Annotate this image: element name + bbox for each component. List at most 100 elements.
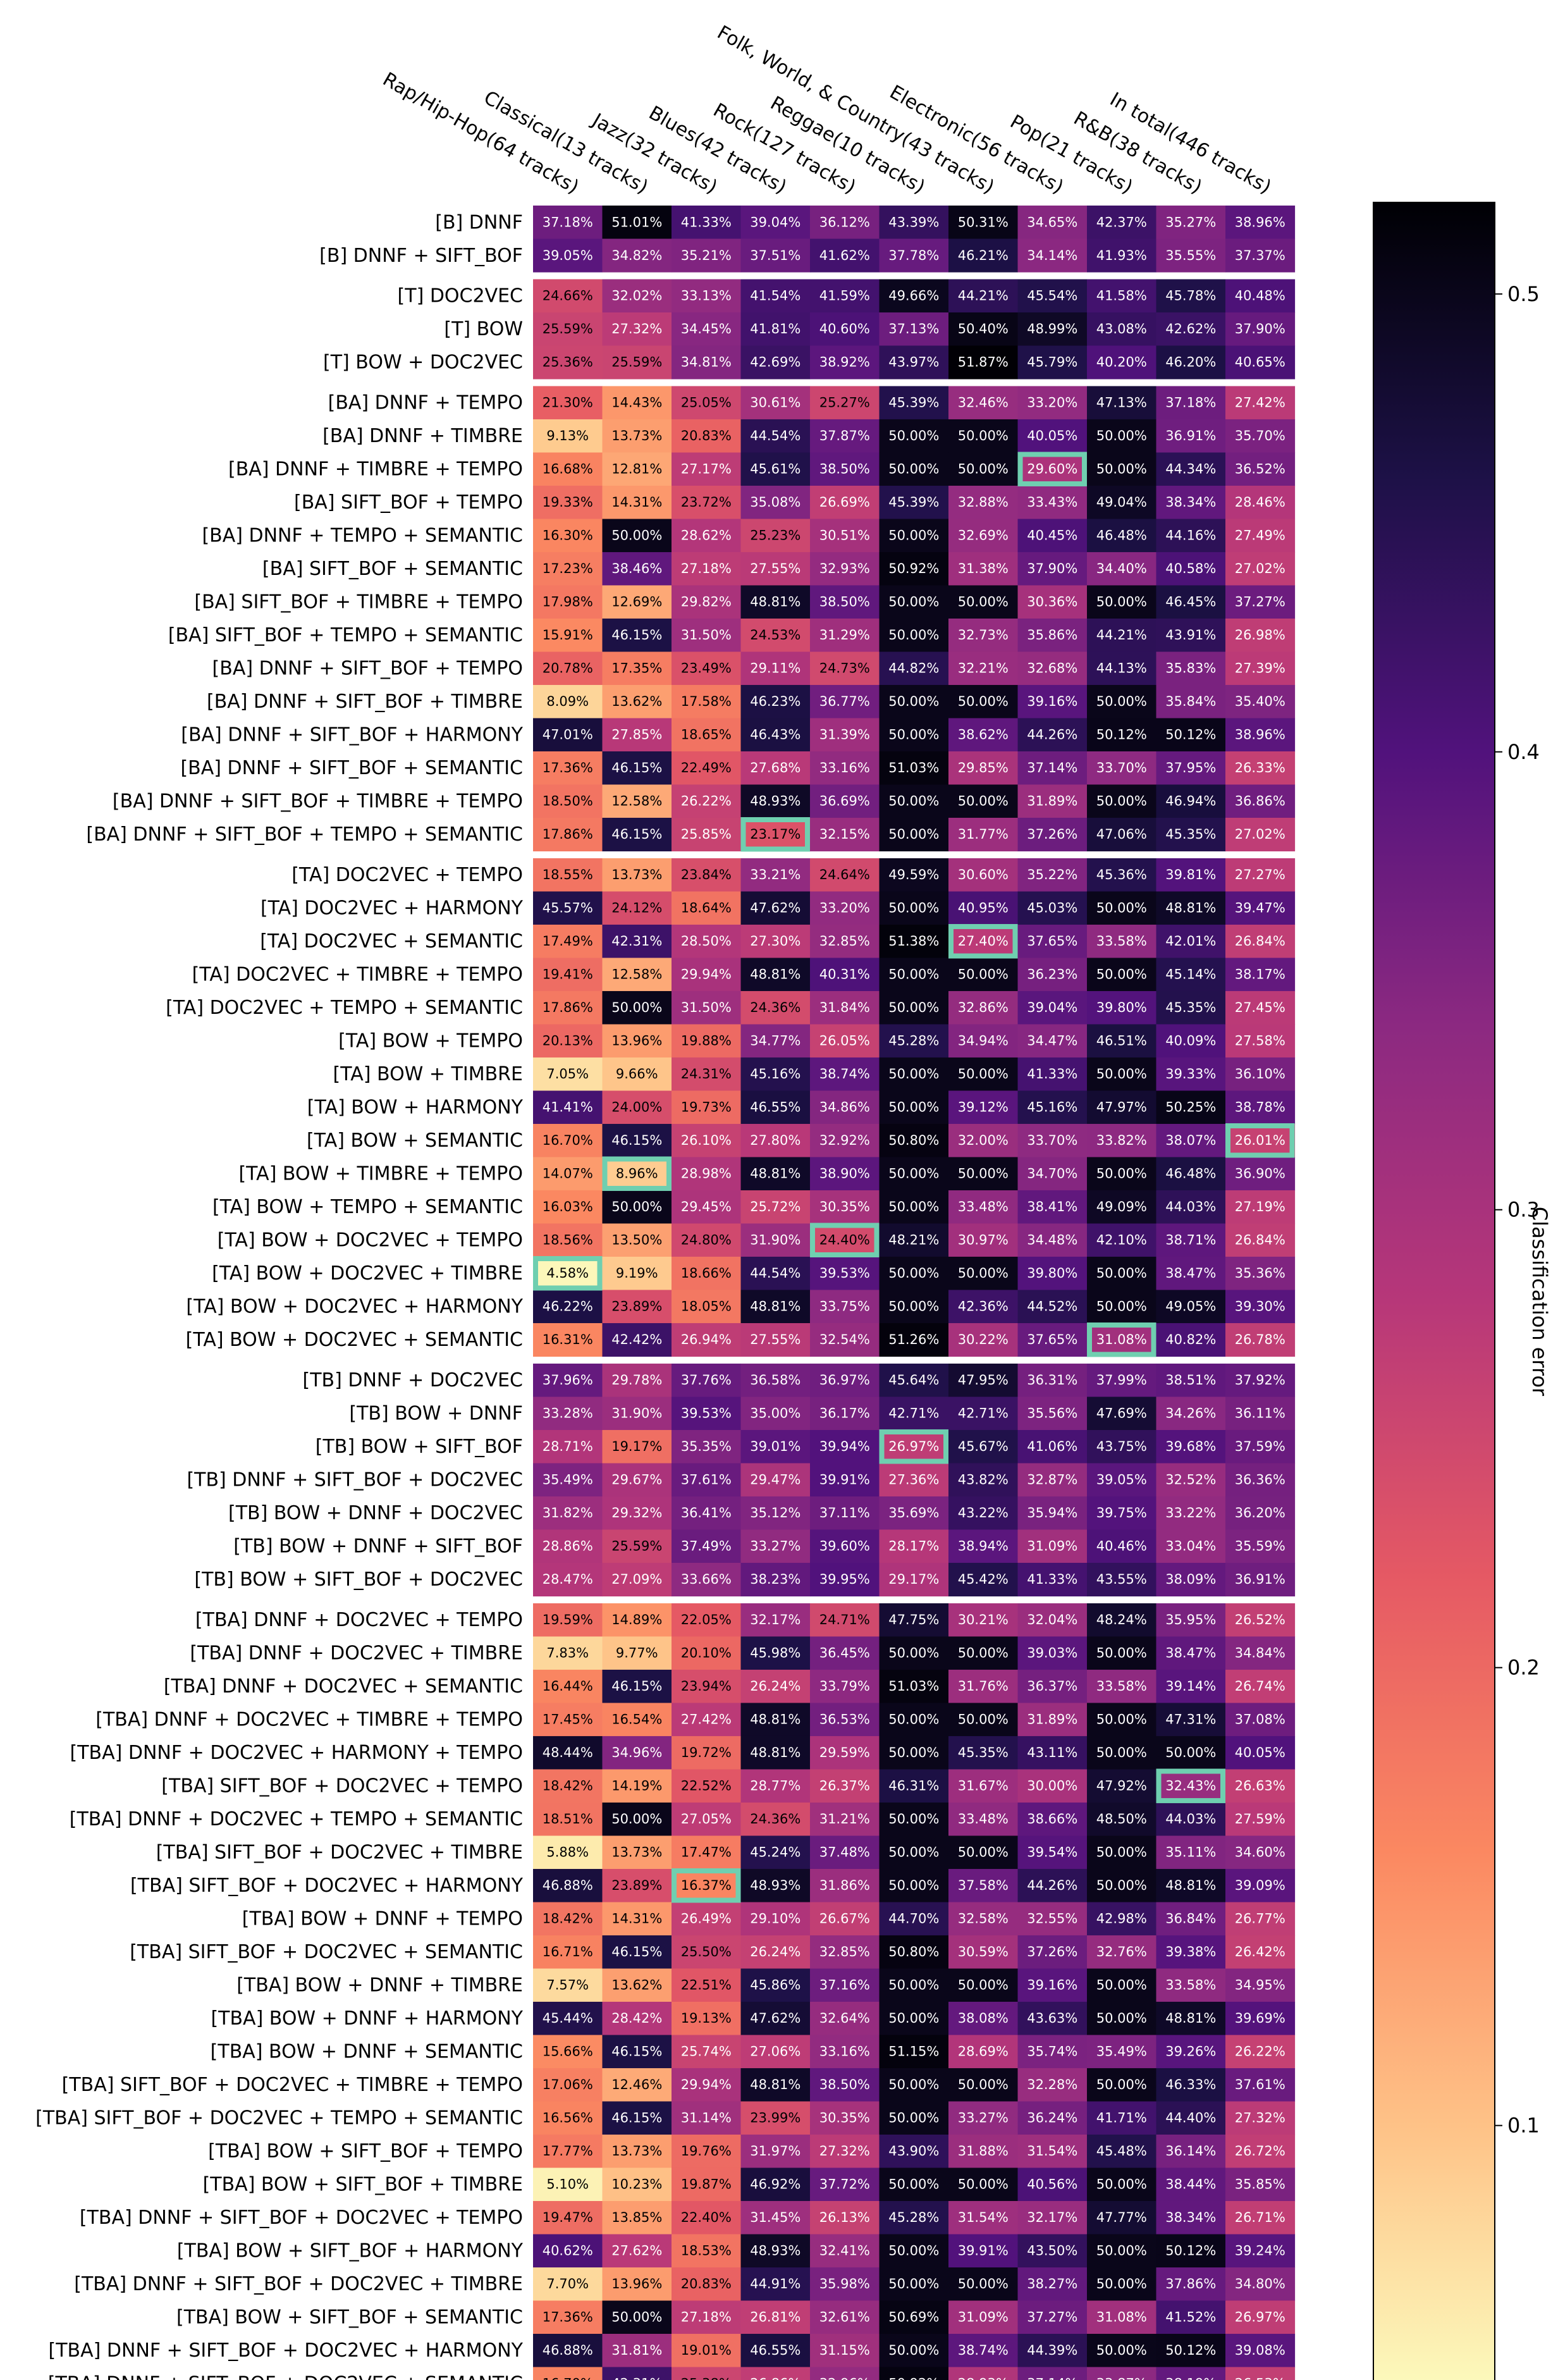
heatmap-cell bbox=[740, 1057, 811, 1092]
cell-value: 46.31% bbox=[888, 1779, 939, 1794]
cell-value: 25.23% bbox=[750, 528, 800, 543]
heatmap-cell bbox=[1225, 1057, 1296, 1092]
cell-value: 16.37% bbox=[681, 1878, 732, 1893]
heatmap-cell bbox=[533, 1429, 603, 1464]
heatmap-cell bbox=[879, 485, 949, 520]
cell-value: 41.58% bbox=[1096, 288, 1147, 304]
cell-value: 43.11% bbox=[1027, 1745, 1077, 1760]
heatmap-cell bbox=[740, 958, 811, 992]
heatmap-cell bbox=[533, 238, 603, 273]
heatmap-cell bbox=[1087, 784, 1157, 818]
heatmap-cell bbox=[1225, 2134, 1296, 2169]
cell-value: 26.74% bbox=[1235, 1679, 1285, 1694]
row-label: [TA] BOW + TEMPO bbox=[338, 1030, 523, 1052]
heatmap-cell bbox=[1087, 684, 1157, 719]
heatmap-cell bbox=[1017, 2200, 1088, 2235]
heatmap-cell bbox=[1017, 2333, 1088, 2368]
cell-value: 37.76% bbox=[681, 1372, 732, 1388]
heatmap-cell bbox=[1087, 1256, 1157, 1291]
cell-value: 37.14% bbox=[1027, 760, 1077, 775]
heatmap-cell bbox=[672, 1802, 742, 1837]
cell-value: 35.56% bbox=[1027, 1406, 1077, 1421]
cell-value: 32.61% bbox=[819, 2310, 870, 2325]
cell-value: 30.21% bbox=[958, 1612, 1009, 1627]
row-label: [TBA] DNNF + SIFT_BOF + DOC2VEC + HARMON… bbox=[49, 2340, 524, 2362]
cell-value: 45.35% bbox=[1165, 1000, 1216, 1015]
heatmap-cell bbox=[1156, 1636, 1226, 1670]
heatmap-cell bbox=[533, 858, 603, 892]
cell-value: 50.80% bbox=[888, 1944, 939, 1959]
cell-value: 38.44% bbox=[1165, 2177, 1216, 2192]
heatmap-cell bbox=[810, 2333, 880, 2368]
cell-value: 25.38% bbox=[681, 2376, 732, 2380]
cell-value: 36.12% bbox=[819, 214, 870, 230]
cell-value: 42.36% bbox=[958, 1299, 1009, 1314]
cell-value: 27.59% bbox=[1235, 1811, 1285, 1827]
cell-value: 19.72% bbox=[681, 1745, 732, 1760]
heatmap-cell bbox=[533, 1057, 603, 1092]
cell-value: 42.62% bbox=[1165, 321, 1216, 336]
heatmap-cell bbox=[602, 519, 672, 553]
row-label: [TA] BOW + HARMONY bbox=[307, 1097, 524, 1119]
heatmap-cell bbox=[879, 684, 949, 719]
heatmap-cell bbox=[810, 651, 880, 686]
cell-value: 50.00% bbox=[888, 428, 939, 443]
heatmap-cell bbox=[1017, 2234, 1088, 2268]
heatmap-cell bbox=[879, 1835, 949, 1870]
cell-value: 39.05% bbox=[1096, 1472, 1147, 1488]
highlight-box bbox=[533, 1255, 603, 1291]
cell-value: 16.03% bbox=[543, 1199, 593, 1214]
cell-value: 38.17% bbox=[1235, 967, 1285, 982]
cell-value: 43.22% bbox=[958, 1505, 1009, 1520]
cell-value: 45.54% bbox=[1027, 288, 1077, 304]
cell-value: 39.05% bbox=[543, 248, 593, 263]
heatmap-cell bbox=[740, 345, 811, 379]
cell-value: 13.73% bbox=[611, 1845, 662, 1860]
heatmap-cell bbox=[672, 1024, 742, 1058]
heatmap-cell bbox=[1225, 1736, 1296, 1770]
cell-value: 32.15% bbox=[819, 827, 870, 842]
cell-value: 34.45% bbox=[681, 321, 732, 336]
cell-value: 45.67% bbox=[958, 1439, 1009, 1454]
cell-value: 34.48% bbox=[1027, 1233, 1077, 1248]
heatmap-cell bbox=[672, 2167, 742, 2202]
heatmap-cell bbox=[1225, 990, 1296, 1025]
cell-value: 22.52% bbox=[681, 1779, 732, 1794]
heatmap-cell bbox=[533, 519, 603, 553]
heatmap-cell bbox=[740, 485, 811, 520]
heatmap-cell bbox=[1087, 1603, 1157, 1637]
heatmap-cell bbox=[1017, 2035, 1088, 2069]
cell-value: 46.55% bbox=[750, 2343, 800, 2358]
cell-value: 35.98% bbox=[819, 2276, 870, 2291]
cell-value: 40.20% bbox=[1096, 355, 1147, 370]
heatmap-cell bbox=[948, 2234, 1019, 2268]
heatmap-cell bbox=[1225, 2333, 1296, 2368]
highlight-box bbox=[810, 1223, 880, 1257]
heatmap-cell bbox=[810, 684, 880, 719]
cell-value: 43.39% bbox=[888, 214, 939, 230]
heatmap-cell bbox=[1017, 312, 1088, 347]
row-label: [TB] DNNF + DOC2VEC bbox=[303, 1369, 523, 1391]
heatmap-cell bbox=[1087, 990, 1157, 1025]
cell-value: 45.44% bbox=[543, 2011, 593, 2026]
heatmap-cell bbox=[810, 2300, 880, 2334]
cell-value: 30.35% bbox=[819, 2111, 870, 2126]
row-label: [TA] BOW + DOC2VEC + SEMANTIC bbox=[186, 1329, 523, 1351]
cell-value: 37.26% bbox=[1027, 1944, 1077, 1959]
cell-value: 40.05% bbox=[1235, 1745, 1285, 1760]
heatmap-cell bbox=[810, 2234, 880, 2268]
cell-value: 36.90% bbox=[1235, 1166, 1285, 1181]
cell-value: 9.77% bbox=[616, 1646, 658, 1661]
heatmap-cell bbox=[602, 651, 672, 686]
cell-value: 17.49% bbox=[543, 934, 593, 949]
cell-value: 15.91% bbox=[543, 627, 593, 643]
heatmap-cell bbox=[533, 1090, 603, 1125]
heatmap-cell bbox=[1017, 206, 1088, 240]
cell-value: 42.42% bbox=[611, 1332, 662, 1347]
cell-value: 41.93% bbox=[1096, 248, 1147, 263]
cell-value: 32.17% bbox=[750, 1612, 800, 1627]
cell-value: 24.36% bbox=[750, 1811, 800, 1827]
cell-value: 50.00% bbox=[611, 1811, 662, 1827]
heatmap-cell bbox=[602, 2068, 672, 2102]
cell-value: 44.91% bbox=[750, 2276, 800, 2291]
